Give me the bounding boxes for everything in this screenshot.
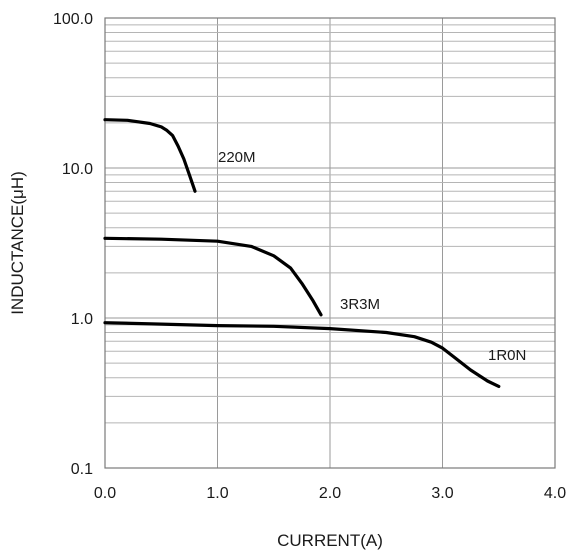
series-label-3r3m: 3R3M (340, 296, 380, 313)
series-line-3r3m (103, 236, 323, 317)
x-tick-label: 0.0 (94, 485, 116, 502)
plot-frame (104, 17, 556, 469)
y-axis-title: INDUCTANCE(μH) (8, 171, 27, 315)
x-axis-title: CURRENT(A) (277, 531, 383, 550)
grid (105, 18, 555, 468)
series-label-1r0n: 1R0N (488, 347, 526, 364)
y-tick-label: 0.1 (71, 461, 93, 478)
x-tick-label: 2.0 (319, 485, 341, 502)
series-line-220m (103, 118, 197, 193)
y-tick-label: 10.0 (62, 161, 93, 178)
x-tick-label: 3.0 (431, 485, 453, 502)
series-labels: 220M 3R3M 1R0N (218, 149, 526, 364)
series-line-1r0n (103, 321, 501, 388)
y-tick-label: 1.0 (71, 311, 93, 328)
tick-labels: 0.0 1.0 2.0 3.0 4.0 0.1 1.0 10.0 100.0 (53, 11, 566, 502)
x-tick-label: 1.0 (206, 485, 228, 502)
x-tick-label: 4.0 (544, 485, 566, 502)
y-tick-label: 100.0 (53, 11, 93, 28)
series-lines (103, 118, 501, 388)
series-label-220m: 220M (218, 149, 256, 166)
